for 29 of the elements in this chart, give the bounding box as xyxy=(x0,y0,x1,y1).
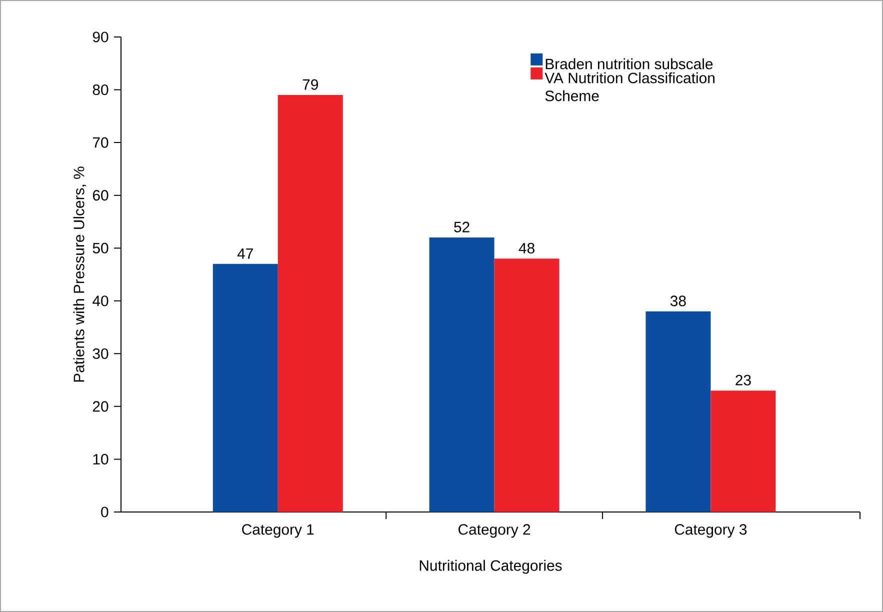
y-tick-label: 60 xyxy=(92,190,108,201)
bar xyxy=(646,311,711,512)
y-tick-label: 80 xyxy=(92,84,108,96)
bar xyxy=(710,390,776,512)
x-tick-label: Category 3 xyxy=(674,524,747,538)
y-tick-label: 0 xyxy=(101,506,108,518)
legend-label: VA Nutrition Classification Scheme xyxy=(544,72,714,102)
data-label: 79 xyxy=(302,79,318,90)
data-label: 38 xyxy=(670,296,686,306)
bar xyxy=(278,95,343,512)
y-tick-label: 40 xyxy=(92,296,108,306)
x-axis-title: Nutritional Categories xyxy=(420,560,562,574)
y-tick-label: 50 xyxy=(92,242,108,254)
y-axis-title: Patients with Pressure Ulcers, % xyxy=(73,166,86,382)
x-tick-label: Category 1 xyxy=(242,524,314,538)
data-label: 23 xyxy=(736,374,751,386)
y-tick-label: 90 xyxy=(92,32,108,42)
bar xyxy=(429,238,494,512)
y-tick-label: 20 xyxy=(92,401,108,412)
y-tick-label: 30 xyxy=(92,348,108,359)
data-label: 47 xyxy=(237,248,253,259)
data-label: 48 xyxy=(518,242,534,254)
legend-label: Braden nutrition subscale xyxy=(546,58,713,70)
data-label: 52 xyxy=(454,222,470,232)
y-tick-label: 10 xyxy=(93,454,108,464)
y-tick-label: 70 xyxy=(92,137,108,148)
x-tick-label: Category 2 xyxy=(458,524,530,538)
bar xyxy=(212,264,278,512)
bar xyxy=(494,258,560,512)
